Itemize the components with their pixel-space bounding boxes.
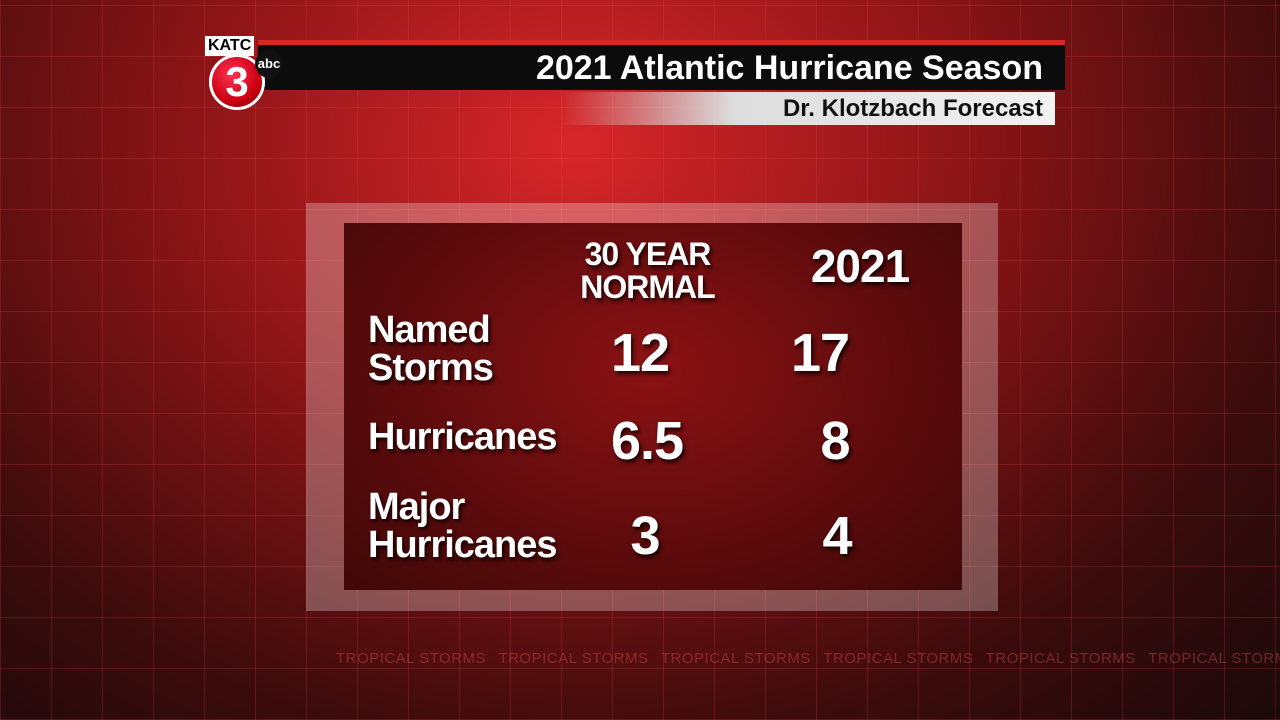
ticker-text: TROPICAL STORMS bbox=[336, 650, 487, 667]
cell-value: 12 bbox=[610, 323, 670, 383]
ticker: TROPICAL STORMS TROPICAL STORMS TROPICAL… bbox=[336, 650, 1280, 667]
ticker-text: TROPICAL STORMS bbox=[660, 650, 811, 667]
cell-value: 3 bbox=[630, 506, 660, 566]
logo: KATC 3 abc bbox=[205, 36, 285, 116]
ticker-text: TROPICAL STORMS bbox=[985, 650, 1136, 667]
network-name: abc bbox=[255, 50, 283, 78]
row-label: Hurricanes bbox=[368, 416, 558, 458]
cell-value: 17 bbox=[790, 323, 850, 383]
ticker-text: TROPICAL STORMS bbox=[498, 650, 649, 667]
table-panel bbox=[344, 223, 962, 590]
ticker-text: TROPICAL STORMS bbox=[1148, 650, 1280, 667]
row-label: Named Storms bbox=[368, 309, 494, 389]
station-name: KATC bbox=[205, 36, 255, 56]
cell-value: 8 bbox=[820, 411, 850, 471]
column-header: 30 YEAR NORMAL bbox=[580, 236, 715, 305]
subtitle-bar: Dr. Klotzbach Forecast bbox=[560, 92, 1055, 125]
cell-value: 4 bbox=[822, 506, 852, 566]
subtitle: Dr. Klotzbach Forecast bbox=[782, 95, 1043, 122]
cell-value: 6.5 bbox=[610, 411, 684, 471]
row-label: Major Hurricanes bbox=[368, 486, 558, 566]
title-bar: 2021 Atlantic Hurricane Season bbox=[258, 40, 1065, 90]
ticker-text: TROPICAL STORMS bbox=[823, 650, 974, 667]
column-header: 2021 bbox=[810, 240, 910, 292]
title: 2021 Atlantic Hurricane Season bbox=[535, 49, 1043, 87]
